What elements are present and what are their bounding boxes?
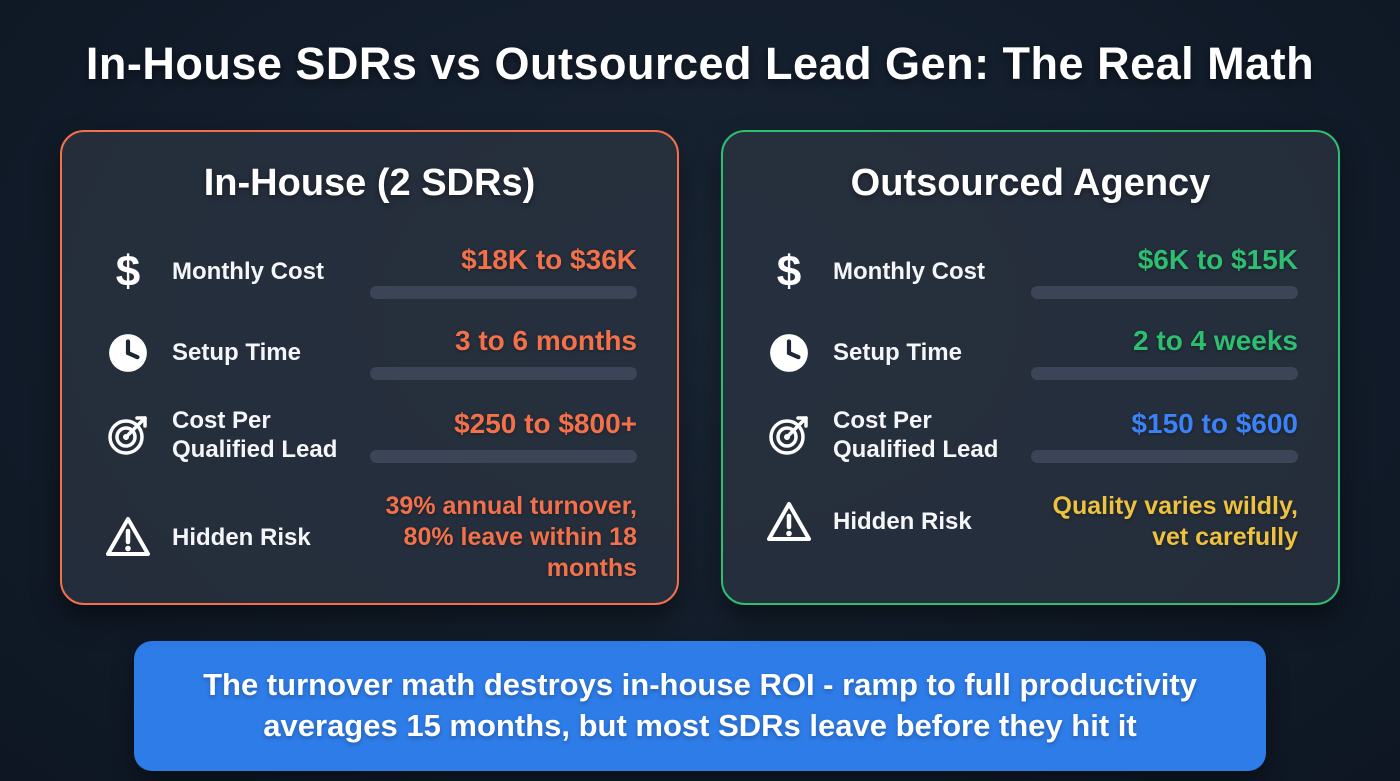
row-label: Cost Per Qualified Lead [172,407,338,464]
page-title: In-House SDRs vs Outsourced Lead Gen: Th… [85,38,1315,89]
target-icon [102,412,154,458]
progress-bar [370,286,637,299]
progress-bar [370,449,637,463]
row-label: Monthly Cost [172,257,324,285]
row-value: 39% annual turnover, 80% leave within 18… [385,491,637,583]
card-in-house-title: In-House (2 SDRs) [203,162,536,204]
row-hidden-risk: Hidden Risk 39% annual turnover, 80% lea… [98,478,641,598]
comparison-cards: In-House (2 SDRs) $ Monthly Cost $18K to… [0,130,1400,605]
row-value: 3 to 6 months [454,325,637,356]
takeaway-banner: The turnover math destroys in-house ROI … [134,641,1266,771]
row-monthly-cost: $ Monthly Cost $6K to $15K [759,231,1302,312]
row-hidden-risk: Hidden Risk Quality varies wildly, vet c… [759,478,1302,567]
row-value: $150 to $600 [1131,407,1298,439]
row-setup-time: Setup Time 2 to 4 weeks [759,312,1302,393]
card-outsourced-title: Outsourced Agency [850,162,1211,204]
clock-icon [763,332,815,374]
progress-bar [1031,449,1298,463]
row-value: $18K to $36K [461,244,637,275]
row-label: Hidden Risk [172,523,311,551]
row-label: Setup Time [833,338,962,366]
row-label: Setup Time [172,338,301,366]
dollar-icon: $ [115,246,141,296]
row-value: 2 to 4 weeks [1133,325,1298,356]
row-cost-per-lead: Cost Per Qualified Lead $250 to $800+ [98,393,641,478]
clock-icon [102,332,154,374]
progress-bar [1031,286,1298,299]
card-in-house: In-House (2 SDRs) $ Monthly Cost $18K to… [60,130,679,605]
dollar-icon: $ [776,246,802,296]
row-label: Cost Per Qualified Lead [833,407,999,464]
progress-bar [1031,367,1298,380]
target-icon [763,412,815,458]
row-value: $250 to $800+ [454,407,637,439]
row-value: $6K to $15K [1137,244,1298,275]
row-label: Monthly Cost [833,257,985,285]
warning-icon [763,501,815,543]
row-cost-per-lead: Cost Per Qualified Lead $150 to $600 [759,393,1302,478]
row-label: Hidden Risk [833,508,972,536]
card-outsourced: Outsourced Agency $ Monthly Cost $6K to … [721,130,1340,605]
row-monthly-cost: $ Monthly Cost $18K to $36K [98,231,641,312]
row-value: Quality varies wildly, vet carefully [1052,491,1298,551]
warning-icon [102,516,154,558]
progress-bar [370,367,637,380]
row-setup-time: Setup Time 3 to 6 months [98,312,641,393]
